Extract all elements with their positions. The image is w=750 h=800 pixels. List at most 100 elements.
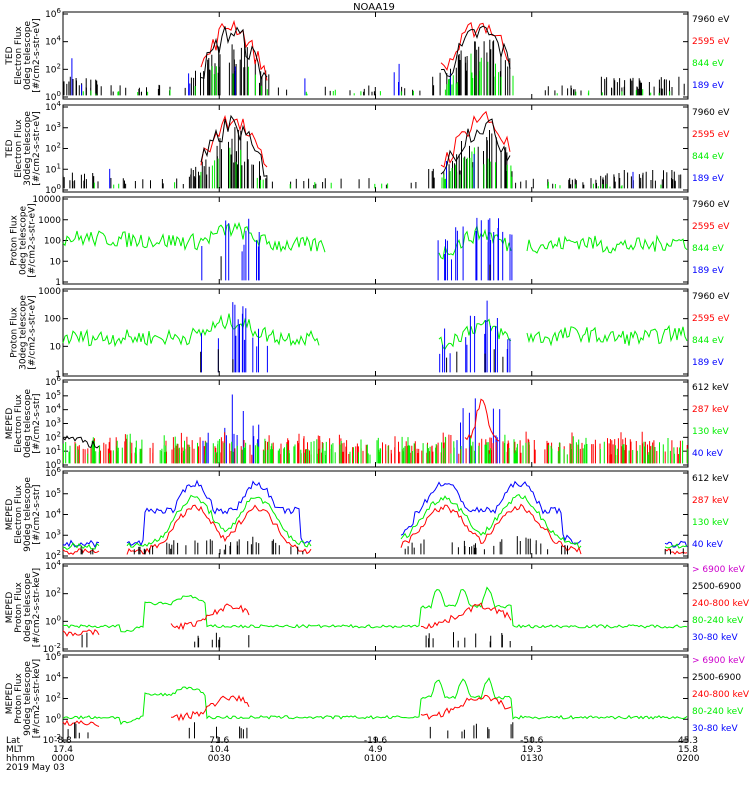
y-tick-label: 10-2 — [43, 642, 61, 655]
footer-label: Lat — [6, 736, 21, 746]
series-189ev — [201, 300, 511, 373]
y-tick-label: 100 — [45, 183, 61, 196]
mlt-value: 19.3 — [522, 745, 542, 755]
legend-entry: 130 keV — [692, 427, 729, 437]
series-30-80kev — [62, 677, 688, 726]
y-tick-label: 103 — [45, 528, 61, 541]
y-tick-label: 1000 — [38, 216, 61, 226]
footer-label: MLT — [6, 745, 24, 755]
y-tick-label: 100 — [45, 614, 61, 627]
series-612kev — [62, 435, 100, 449]
plot-title: NOAA19 — [353, 2, 395, 13]
mlt-value: 17.4 — [53, 745, 73, 755]
y-axis-label: Proton Flux — [10, 215, 20, 266]
y-axis-label: 30deg telescope — [19, 295, 29, 370]
series-844ev — [62, 221, 688, 260]
legend-entry: 2500-6900 — [692, 673, 741, 683]
legend-entry: 844 eV — [692, 336, 725, 346]
panel-7: 10-2 100 102 104 MEPED Proton Flux 0deg telesc… — [5, 559, 750, 655]
panel-6: 102 103 104 105 106 MEPED Electron Flux 90deg t… — [5, 466, 729, 562]
series-240-800kev — [67, 722, 514, 739]
series-287kev — [62, 431, 688, 464]
y-tick-label: 100 — [45, 458, 61, 471]
legend-entry: 7960 eV — [692, 200, 730, 210]
y-axis-label: MEPED — [5, 408, 15, 440]
y-tick-label: 102 — [45, 142, 61, 155]
y-tick-label: 104 — [45, 403, 61, 416]
series-844ev — [93, 147, 662, 189]
legend-entry: 240-800 keV — [692, 599, 750, 609]
y-axis-label: Proton Flux — [14, 673, 24, 724]
legend-entry: 287 keV — [692, 405, 729, 415]
y-axis-label: MEPED — [5, 499, 15, 531]
legend-entry: 189 eV — [692, 174, 725, 184]
panel-frame — [62, 11, 689, 100]
y-axis-label: Electron Flux — [14, 485, 24, 544]
y-tick-label: 104 — [45, 100, 61, 113]
lat-value: 45.3 — [678, 736, 698, 746]
legend-entry: 30-80 keV — [692, 633, 738, 643]
time-tick-label: 0200 — [677, 754, 700, 764]
y-tick-label: 102 — [45, 62, 61, 75]
series-40kev — [202, 394, 501, 464]
panel-1: 100 102 104 106 TED Electron Flux 0deg telesco… — [5, 7, 730, 103]
y-axis-label: 90deg telescope — [23, 477, 33, 552]
y-tick-label: 104 — [45, 559, 61, 572]
legend-entry: 40 keV — [692, 540, 724, 550]
series-189ev — [201, 217, 513, 281]
mlt-value: 10.4 — [209, 745, 229, 755]
panel-frame — [62, 104, 689, 193]
legend-entry: 287 keV — [692, 496, 729, 506]
y-tick-label: 10000 — [32, 195, 61, 205]
legend-entry: > 6900 keV — [692, 656, 746, 666]
y-tick-label: 101 — [45, 444, 61, 457]
legend-entry: 7960 eV — [692, 108, 730, 118]
lat-value: -50.6 — [520, 736, 544, 746]
legend-entry: 240-800 keV — [692, 690, 750, 700]
y-tick-label: 102 — [45, 549, 61, 562]
series-7960ev — [62, 39, 685, 96]
series-40kev — [62, 479, 688, 549]
y-axis-label: MEPED — [5, 592, 15, 624]
y-tick-label: 10-2 — [43, 733, 61, 746]
panel-frame — [62, 563, 689, 652]
series-189ev — [71, 58, 451, 96]
y-axis-label: 90deg telescope — [23, 661, 33, 736]
legend-entry: 189 eV — [692, 81, 725, 91]
legend-entry: 2500-6900 — [692, 582, 741, 592]
panel-frame — [62, 654, 689, 743]
legend-entry: 2595 eV — [692, 37, 730, 47]
y-tick-label: 103 — [45, 121, 61, 134]
series-130kev — [62, 433, 688, 464]
legend-entry: 80-240 keV — [692, 707, 744, 717]
y-axis-label: Proton Flux — [14, 582, 24, 633]
y-axis-label: 30deg telescope — [23, 111, 33, 186]
y-tick-label: 104 — [45, 508, 61, 521]
y-tick-label: 105 — [45, 389, 61, 402]
mlt-value: 4.9 — [368, 745, 383, 755]
legend-entry: 7960 eV — [692, 292, 730, 302]
y-tick-label: 104 — [45, 671, 61, 684]
footer-label: hhmm — [6, 754, 35, 764]
y-axis-label: 0deg telescope — [23, 21, 33, 91]
y-axis-label: Electron Flux — [14, 394, 24, 453]
y-tick-label: 102 — [45, 692, 61, 705]
panel-frame — [62, 470, 689, 559]
y-axis-label: TED — [5, 46, 15, 65]
legend-entry: 844 eV — [692, 244, 725, 254]
series-287kev — [62, 503, 688, 555]
lat-value: -8.8 — [54, 736, 72, 746]
mlt-value: 15.8 — [678, 745, 698, 755]
legend-entry: 30-80 keV — [692, 724, 738, 734]
y-tick-label: 102 — [45, 587, 61, 600]
footer-label: 2019 May 03 — [6, 763, 65, 773]
y-tick-label: 10 — [50, 342, 62, 352]
legend-entry: 612 keV — [692, 383, 729, 393]
y-axis-label: 0deg telescope — [23, 573, 33, 643]
y-axis-label: Electron Flux — [14, 119, 24, 178]
y-tick-label: 1 — [55, 278, 61, 288]
y-tick-label: 100 — [44, 315, 61, 325]
